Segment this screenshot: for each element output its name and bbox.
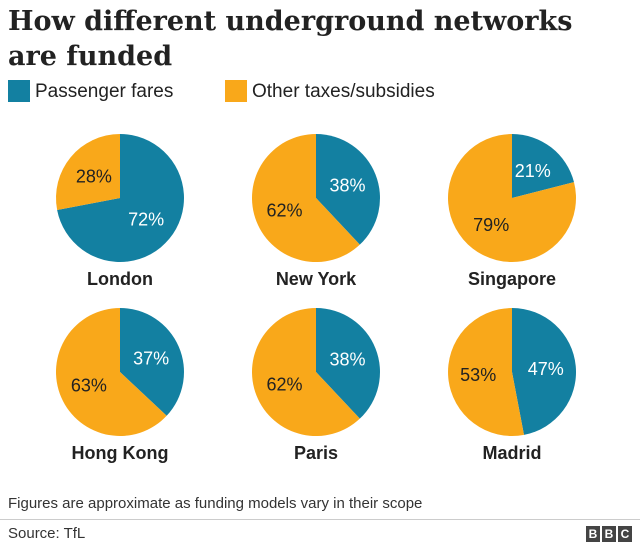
pie-slice-passenger-fares [120, 308, 184, 416]
pie-city-label: Madrid [482, 443, 542, 463]
pie-slice-label-other-taxes-subsidies: 53% [460, 365, 496, 385]
pie-chart-hong-kong: 37% 63% Hong Kong [20, 308, 220, 488]
bbc-logo: B B C [586, 526, 632, 542]
pie-slice-other-taxes-subsidies [448, 134, 577, 262]
pie-chart-new-york: 38% 62% New York [216, 134, 416, 314]
footnote: Figures are approximate as funding model… [8, 495, 423, 512]
pie-slice-other-taxes-subsidies [251, 134, 360, 262]
pie-city-label: New York [275, 269, 357, 289]
pie-chart-madrid: 47% 53% Madrid [412, 308, 612, 488]
bbc-logo-letter: C [618, 526, 632, 542]
pie-slice-other-taxes-subsidies [251, 308, 360, 436]
bbc-logo-letter: B [602, 526, 616, 542]
pie-slice-label-other-taxes-subsidies: 62% [266, 201, 302, 221]
pie-slice-label-other-taxes-subsidies: 28% [76, 166, 112, 186]
pie-chart-paris: 38% 62% Paris [216, 308, 416, 488]
pie-svg: 38% 62% [251, 134, 380, 262]
pie-svg: 47% 53% [448, 308, 577, 436]
legend-label-other-taxes: Other taxes/subsidies [252, 81, 435, 102]
pie-slice-label-other-taxes-subsidies: 62% [266, 375, 302, 395]
pie-city-label: London [87, 269, 153, 289]
source-note: Source: TfL [8, 525, 86, 542]
pie-slice-passenger-fares [512, 308, 577, 435]
pie-slice-passenger-fares [512, 134, 574, 198]
pie-slice-label-passenger-fares: 38% [329, 176, 365, 196]
pie-city-label: Hong Kong [71, 443, 169, 463]
pie-slice-label-passenger-fares: 38% [329, 350, 365, 370]
chart-title: How different underground networks are f… [8, 4, 628, 74]
footer-divider [0, 519, 640, 520]
bbc-logo-letter: B [586, 526, 600, 542]
pie-slice-label-passenger-fares: 37% [133, 349, 169, 369]
pie-slice-label-passenger-fares: 47% [528, 359, 564, 379]
pie-chart-london: 72% 28% London [20, 133, 220, 314]
pie-slice-label-passenger-fares: 72% [128, 210, 164, 230]
chart-title-line-1: How different underground networks [8, 6, 573, 37]
pie-chart-singapore: 21% 79% Singapore [412, 134, 612, 314]
legend-swatch-other-taxes [225, 80, 247, 102]
legend-swatch-passenger-fares [8, 80, 30, 102]
legend-label-passenger-fares: Passenger fares [35, 81, 174, 102]
pie-slice-label-other-taxes-subsidies: 63% [71, 376, 107, 396]
pie-slice-other-taxes-subsidies [448, 308, 524, 436]
pie-city-label: Paris [293, 443, 339, 463]
pie-slice-passenger-fares [57, 134, 184, 262]
pie-slice-other-taxes-subsidies [55, 133, 121, 210]
pie-svg: 21% 79% [448, 134, 577, 262]
pie-city-label: Singapore [467, 269, 556, 289]
pie-svg: 38% 62% [251, 308, 380, 436]
pie-svg: 37% 63% [55, 308, 184, 436]
pie-slice-label-other-taxes-subsidies: 79% [473, 215, 509, 235]
pie-slice-other-taxes-subsidies [55, 308, 167, 436]
pie-slice-passenger-fares [316, 308, 380, 419]
chart-title-line-2: are funded [8, 41, 173, 72]
pie-slice-label-passenger-fares: 21% [515, 161, 551, 181]
pie-slice-passenger-fares [316, 134, 380, 245]
pie-svg: 72% 28% [55, 133, 184, 262]
